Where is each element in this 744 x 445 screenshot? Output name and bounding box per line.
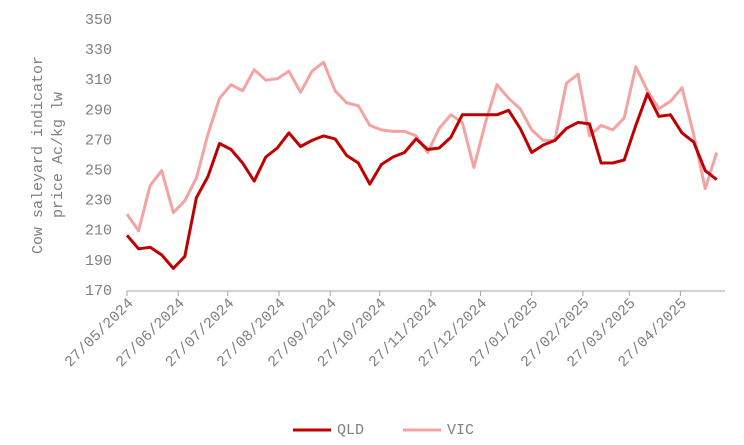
y-tick-label: 170 — [85, 283, 112, 300]
y-axis-label: Cow saleyard indicator — [30, 56, 47, 254]
y-tick-label: 290 — [85, 102, 112, 119]
y-tick-label: 310 — [85, 72, 112, 89]
legend-label: QLD — [337, 422, 364, 439]
y-tick-label: 330 — [85, 42, 112, 59]
y-tick-label: 190 — [85, 253, 112, 270]
y-axis-label: price Ac/kg lw — [50, 92, 67, 218]
series-line — [125, 92, 718, 270]
y-tick-label: 250 — [85, 163, 112, 180]
legend-label: VIC — [447, 422, 474, 439]
y-tick-label: 210 — [85, 223, 112, 240]
y-tick-label: 270 — [85, 132, 112, 149]
y-tick-label: 230 — [85, 193, 112, 210]
y-tick-label: 350 — [85, 12, 112, 29]
